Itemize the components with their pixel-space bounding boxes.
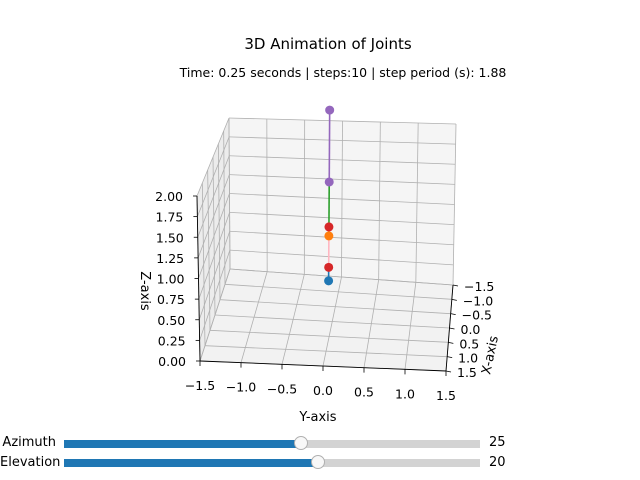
- grid-line: [229, 211, 455, 226]
- elevation-slider-fill: [64, 459, 318, 467]
- grid-line: [197, 136, 230, 217]
- joint-point: [325, 105, 335, 115]
- x-tick-label: 1.0: [458, 351, 478, 366]
- grid-line: [197, 155, 230, 238]
- x-tick-label: 0.0: [461, 322, 481, 337]
- grid-line: [281, 274, 305, 365]
- y-tick-label: 0.5: [354, 385, 374, 400]
- x-tick-mark: [452, 284, 459, 287]
- z-tick-label: 0.50: [157, 313, 185, 328]
- azimuth-value: 25: [489, 435, 506, 450]
- grid-line: [363, 279, 380, 368]
- x-tick-mark: [451, 298, 457, 301]
- side-pane: [197, 118, 230, 361]
- x-tick-label: −1.5: [464, 279, 494, 294]
- grid-line: [197, 174, 230, 259]
- joint-point: [324, 262, 334, 272]
- joint-point: [324, 222, 334, 232]
- z-tick-label: 2.00: [155, 189, 183, 204]
- grid-line: [199, 249, 231, 341]
- grid-line: [229, 230, 454, 246]
- x-tick-label: 0.5: [459, 336, 479, 351]
- chart-subtitle: Time: 0.25 seconds | steps:10 | step per…: [179, 65, 507, 80]
- joint-point: [324, 276, 334, 286]
- grid-line: [199, 268, 231, 362]
- x-tick-mark: [450, 313, 456, 316]
- y-axis-label: Y-axis: [298, 410, 336, 425]
- elevation-slider-knob[interactable]: [310, 455, 325, 469]
- grid-line: [229, 268, 454, 286]
- x-tick-mark: [449, 327, 455, 330]
- y-tick-label: −1.0: [226, 380, 256, 395]
- grid-line: [198, 212, 231, 300]
- y-tick-label: 0.0: [313, 383, 333, 398]
- y-tick-label: −0.5: [267, 381, 297, 396]
- x-tick-mark: [448, 341, 454, 344]
- elevation-slider[interactable]: [64, 455, 480, 469]
- tick-labels: −1.5−1.0−0.50.00.51.01.5−1.5 −1.0 −0.5 0.0 0…: [155, 189, 494, 403]
- grid-line: [196, 117, 230, 197]
- azimuth-slider-fill: [64, 440, 302, 448]
- grid-line: [322, 276, 342, 367]
- floor-pane: [200, 269, 453, 371]
- azimuth-slider[interactable]: [64, 436, 480, 450]
- grid-line: [198, 193, 230, 279]
- grid-line: [404, 282, 417, 370]
- azimuth-slider-knob[interactable]: [294, 436, 309, 450]
- grid-line: [198, 231, 231, 320]
- z-tick-label: 1.75: [156, 210, 184, 225]
- grid-line: [229, 155, 456, 165]
- grid-line: [228, 117, 457, 125]
- z-tick-label: 0.75: [157, 292, 185, 307]
- joint-skeleton: [324, 105, 335, 286]
- x-tick-label: −0.5: [462, 308, 492, 323]
- y-tick-label: −1.5: [185, 378, 215, 393]
- z-tick-label: 1.50: [156, 230, 184, 245]
- grid-line: [229, 193, 455, 205]
- joint-point: [324, 177, 334, 187]
- grid-line: [229, 174, 455, 185]
- axis-panes: [197, 118, 456, 371]
- x-axis-label: X-axis: [479, 334, 502, 375]
- y-tick-label: 1.5: [436, 388, 456, 403]
- x-tick-label: 1.5: [457, 365, 477, 380]
- joint-point: [324, 231, 334, 241]
- z-tick-label: 0.25: [158, 333, 186, 348]
- chart-title: 3D Animation of Joints: [244, 35, 411, 53]
- azimuth-slider-label: Azimuth: [2, 435, 56, 450]
- x-tick-mark: [447, 356, 453, 359]
- grid-line: [229, 136, 456, 145]
- grid-line: [229, 249, 454, 266]
- z-tick-label: 0.00: [158, 354, 186, 369]
- grid-line: [240, 271, 268, 363]
- back-pane: [229, 118, 456, 285]
- z-tick-label: 1.00: [157, 272, 185, 287]
- z-tick-label: 1.25: [156, 251, 184, 266]
- y-tick-label: 1.0: [395, 386, 415, 401]
- z-axis-label: Z-axis: [137, 271, 152, 311]
- x-tick-label: −1.0: [463, 293, 493, 308]
- elevation-slider-label: Elevation: [0, 455, 61, 470]
- elevation-value: 20: [489, 455, 506, 470]
- x-tick-mark: [445, 370, 452, 373]
